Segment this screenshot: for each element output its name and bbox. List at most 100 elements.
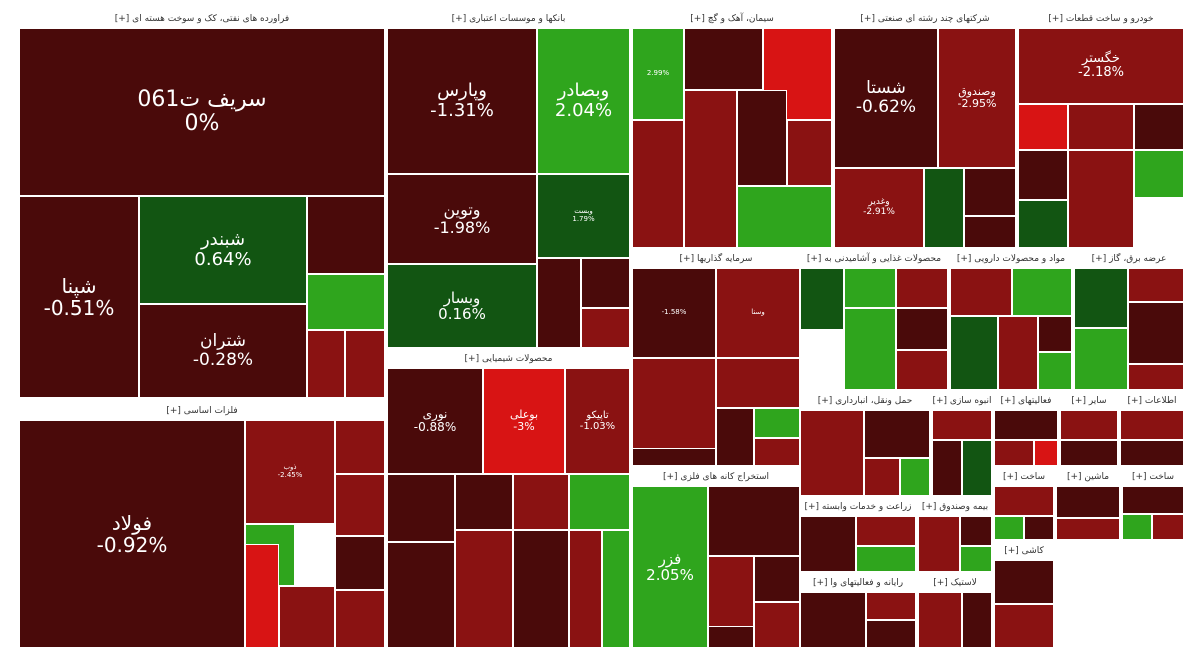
heatmap-tile[interactable]: وتوین -1.98% [387,174,537,264]
sector-box[interactable]: خودرو و ساخت قطعات [+] خگستر -2.18% [1018,10,1184,248]
heatmap-tile[interactable]: شپنا -0.51% [19,196,139,398]
sector-box[interactable]: سیمان، آهک و گچ [+] 2.99% [632,10,832,248]
sector-title[interactable]: انبوه سازی [+] [932,392,992,410]
heatmap-tile[interactable] [994,560,1054,604]
heatmap-tile[interactable] [918,516,960,572]
sector-title[interactable]: ساخت [+] [994,468,1054,486]
heatmap-tile[interactable]: وبست 1.79% [537,174,630,258]
sector-title[interactable]: رایانه و فعالیتهای وا [+] [800,574,916,592]
sector-title[interactable]: محصولات شیمیایی [+] [387,350,630,368]
heatmap-tile[interactable] [387,542,455,648]
heatmap-tile[interactable] [754,438,800,466]
sector-title[interactable]: کاشی [+] [994,542,1054,560]
heatmap-tile[interactable] [513,474,569,530]
sector-title[interactable]: زراعت و خدمات وابسته [+] [800,498,916,516]
heatmap-tile[interactable] [844,268,896,308]
heatmap-tile[interactable]: نوری -0.88% [387,368,483,474]
sector-title[interactable]: سرمایه گذاریها [+] [632,250,800,268]
sector-title[interactable]: استخراج کانه های فلزی [+] [632,468,800,486]
heatmap-tile[interactable] [856,516,916,546]
heatmap-tile[interactable] [994,410,1058,440]
heatmap-tile[interactable] [844,308,896,390]
sector-box[interactable]: لاستیک [+] [918,574,992,648]
heatmap-tile[interactable]: شبندر 0.64% [139,196,307,304]
heatmap-tile[interactable] [962,592,992,648]
heatmap-tile[interactable] [950,268,1012,316]
sector-box[interactable]: فراورده های نفتی، کک و سوخت هسته ای [+] س… [19,10,385,398]
sector-box[interactable]: ماشین [+] [1056,468,1120,540]
heatmap-tile[interactable] [1018,104,1068,150]
heatmap-tile[interactable] [1128,364,1184,390]
heatmap-tile[interactable] [1056,486,1120,518]
heatmap-tile[interactable]: وغدیر -2.91% [834,168,924,248]
sector-box[interactable]: محصولات شیمیایی [+] نوری -0.88% بوعلی -3% تاپ… [387,350,630,648]
sector-box[interactable]: سرمایه گذاریها [+] -1.58% وسنا [632,250,800,466]
heatmap-tile[interactable] [924,168,964,248]
sector-box[interactable]: زراعت و خدمات وابسته [+] [800,498,916,572]
heatmap-tile[interactable] [1134,150,1184,198]
heatmap-tile[interactable] [998,316,1038,390]
heatmap-tile[interactable] [581,258,630,308]
sector-title[interactable]: محصولات غذایی و آشامیدنی به [+] [800,250,948,268]
heatmap-tile[interactable] [1068,104,1134,150]
heatmap-tile[interactable] [1152,514,1184,540]
heatmap-tile[interactable] [994,604,1054,648]
heatmap-tile[interactable] [962,440,992,496]
heatmap-tile[interactable] [279,586,335,648]
heatmap-tile[interactable] [307,274,385,330]
heatmap-tile[interactable] [994,440,1034,466]
heatmap-tile[interactable] [581,308,630,348]
heatmap-tile[interactable] [569,474,630,530]
sector-title[interactable]: فلزات اساسی [+] [19,402,385,420]
heatmap-tile[interactable] [900,458,930,496]
heatmap-tile[interactable]: ذوب -2.45% [245,420,335,524]
heatmap-tile[interactable] [632,120,684,248]
heatmap-tile[interactable] [800,268,844,330]
heatmap-tile[interactable] [964,216,1016,248]
sector-title[interactable]: شرکتهای چند رشته ای صنعتی [+] [834,10,1016,28]
heatmap-tile[interactable] [1056,518,1120,540]
heatmap-tile[interactable] [716,408,754,466]
heatmap-tile[interactable] [964,168,1016,216]
heatmap-tile[interactable] [918,592,962,648]
heatmap-tile[interactable] [1034,440,1058,466]
sector-title[interactable]: مواد و محصولات دارویی [+] [950,250,1072,268]
heatmap-tile[interactable] [1024,516,1054,540]
heatmap-tile[interactable] [1038,352,1072,390]
sector-box[interactable]: محصولات غذایی و آشامیدنی به [+] [800,250,948,390]
heatmap-tile[interactable] [994,516,1024,540]
heatmap-tile[interactable] [684,90,737,248]
sector-box[interactable]: مواد و محصولات دارویی [+] [950,250,1072,390]
heatmap-tile[interactable] [950,316,998,390]
heatmap-tile[interactable] [1012,268,1072,316]
heatmap-tile[interactable] [387,474,455,542]
heatmap-tile[interactable] [335,474,385,536]
heatmap-tile[interactable]: وسنا [716,268,800,358]
heatmap-tile[interactable] [1074,328,1128,390]
sector-title[interactable]: ماشین [+] [1056,468,1120,486]
heatmap-tile[interactable] [1120,410,1184,440]
heatmap-tile[interactable] [960,546,992,572]
heatmap-tile[interactable] [1068,150,1134,248]
sector-title[interactable]: لاستیک [+] [918,574,992,592]
heatmap-tile[interactable] [856,546,916,572]
heatmap-tile[interactable]: 2.99% [632,28,684,120]
heatmap-tile[interactable] [1038,316,1072,352]
sector-box[interactable]: استخراج کانه های فلزی [+] فزر 2.05% [632,468,800,648]
heatmap-tile[interactable] [932,440,962,496]
heatmap-tile[interactable]: وبسار 0.16% [387,264,537,348]
sector-title[interactable]: ساخت [+] [1122,468,1184,486]
heatmap-tile[interactable] [513,530,569,648]
heatmap-tile[interactable] [896,308,948,350]
heatmap-tile[interactable] [1018,200,1068,248]
heatmap-tile[interactable] [1120,440,1184,466]
heatmap-tile[interactable] [737,90,787,186]
heatmap-tile[interactable] [787,120,832,186]
heatmap-tile[interactable]: وبصادر 2.04% [537,28,630,174]
heatmap-tile[interactable] [1074,268,1128,328]
sector-title[interactable]: خودرو و ساخت قطعات [+] [1018,10,1184,28]
heatmap-tile[interactable]: تاپیکو -1.03% [565,368,630,474]
heatmap-tile[interactable] [455,474,513,530]
heatmap-tile[interactable] [800,410,864,496]
sector-box[interactable]: اطلاعات [+] [1120,392,1184,466]
